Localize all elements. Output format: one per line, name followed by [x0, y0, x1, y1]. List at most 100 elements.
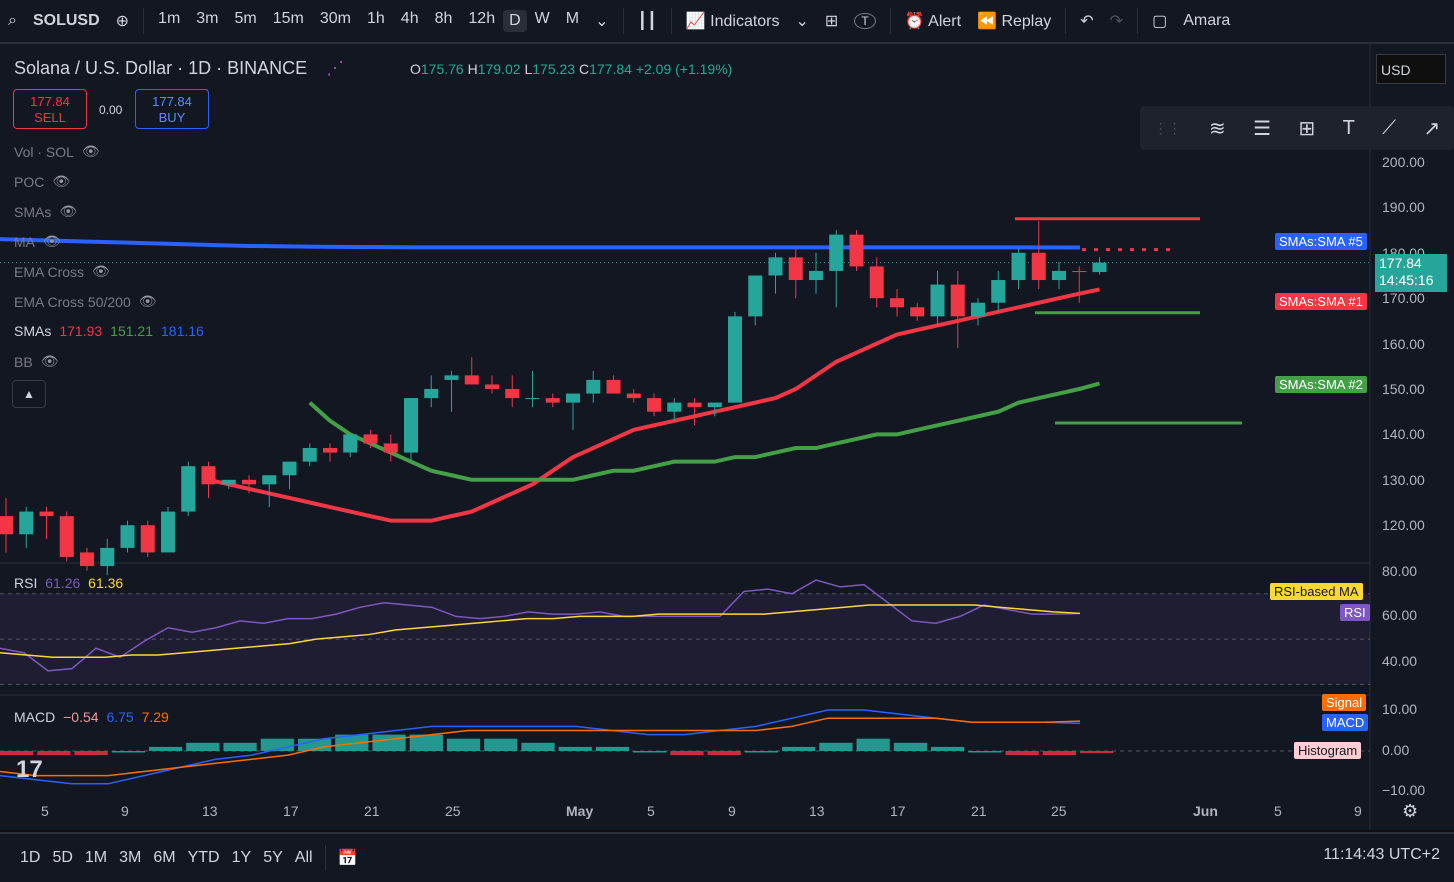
interval-M[interactable]: M [565, 10, 580, 27]
eye-hidden-icon[interactable]: 👁 [43, 233, 61, 249]
candle-body [161, 511, 175, 553]
line-tools-icon[interactable]: ≋ [1209, 117, 1226, 140]
eye-hidden-icon[interactable]: 👁 [92, 263, 110, 279]
candle-body [242, 479, 256, 485]
indicator-legend-row[interactable]: POC 👁 [14, 173, 70, 190]
bb-legend[interactable]: BB 👁 [14, 353, 58, 370]
undo-icon[interactable]: ↶ [1080, 13, 1094, 30]
candle-body [788, 257, 803, 281]
chart-area[interactable] [0, 44, 1454, 830]
collapse-legend-button[interactable]: ▲ [12, 380, 46, 408]
interval-15m[interactable]: 15m [272, 10, 304, 27]
eye-hidden-icon[interactable]: 👁 [59, 203, 78, 219]
candle-body [748, 275, 763, 317]
interval-W[interactable]: W [534, 10, 550, 27]
drag-handle-icon[interactable]: ⋮⋮ [1153, 119, 1182, 136]
indicator-legend-row[interactable]: EMA Cross 👁 [14, 263, 110, 280]
compare-add-icon[interactable]: ⊕ [115, 13, 130, 30]
histogram-bar [670, 751, 704, 756]
eye-hidden-icon[interactable]: 👁 [81, 143, 100, 159]
indicator-label: SMAs [14, 203, 52, 220]
fullscreen-icon[interactable]: ▢ [1152, 13, 1168, 30]
interval-1m[interactable]: 1m [158, 10, 181, 27]
clock[interactable]: 11:14:43 UTC+2 [1323, 846, 1440, 863]
candle-body [728, 316, 742, 403]
histogram-bar [74, 751, 108, 756]
interval-D[interactable]: D [503, 10, 527, 32]
layouts-icon[interactable]: ⊞ [824, 13, 839, 30]
candle-body [505, 389, 520, 399]
interval-3m[interactable]: 3m [196, 10, 219, 27]
sell-button[interactable]: 177.84 SELL [13, 89, 87, 129]
eye-hidden-icon[interactable]: 👁 [138, 293, 157, 309]
date-tick-label: 25 [445, 803, 461, 819]
sma2-value: 151.21 [110, 323, 153, 339]
candle-body [869, 266, 884, 299]
rsi-legend[interactable]: RSI 61.26 61.36 [14, 575, 123, 591]
symbol-search[interactable]: SOLUSD [32, 12, 100, 29]
range-1m[interactable]: 1M [84, 849, 108, 866]
indicator-legend-row[interactable]: EMA Cross 50/200 👁 [14, 293, 157, 310]
replay-button[interactable]: ⏪ Replay [977, 13, 1052, 30]
indicator-legend-row[interactable]: MA 👁 [14, 233, 61, 250]
macd-legend[interactable]: MACD −0.54 6.75 7.29 [14, 709, 169, 725]
range-all[interactable]: All [294, 849, 313, 866]
legend-title-text: Solana / U.S. Dollar · 1D · BINANCE [14, 58, 308, 78]
rsi-line [0, 579, 1081, 672]
interval-5m[interactable]: 5m [234, 10, 257, 27]
currency-selector[interactable]: USD [1376, 54, 1446, 84]
date-tick-label: 17 [283, 803, 299, 819]
range-ytd[interactable]: YTD [187, 849, 220, 866]
buy-button[interactable]: 177.84 BUY [135, 89, 209, 129]
range-1d[interactable]: 1D [20, 849, 41, 866]
smas-legend[interactable]: SMAs 171.93 151.21 181.16 [14, 323, 204, 339]
range-5d[interactable]: 5D [52, 849, 73, 866]
date-tick-label: Jun [1193, 803, 1218, 819]
date-tick-label: 9 [728, 803, 736, 819]
range-6m[interactable]: 6M [153, 849, 176, 866]
tradingview-logo[interactable]: 17 [16, 756, 43, 783]
user-name[interactable]: Amara [1183, 12, 1231, 29]
indicators-dropdown-icon[interactable]: ⌄ [795, 13, 809, 30]
alert-button[interactable]: ⏰ Alert [904, 13, 962, 30]
price-tick-label: 160.00 [1382, 335, 1425, 352]
date-tick-label: 13 [809, 803, 825, 819]
eye-hidden-icon[interactable]: 👁 [52, 173, 71, 189]
histogram-bar [484, 738, 518, 751]
share-icon[interactable]: ⋰ [326, 58, 345, 78]
candle-body [39, 511, 54, 517]
chart-canvas[interactable] [0, 44, 1454, 830]
interval-dropdown-icon[interactable]: ⌄ [595, 13, 609, 30]
indicators-button[interactable]: 📈 Indicators [685, 13, 780, 30]
date-tick-label: 17 [890, 803, 906, 819]
goto-date-icon[interactable]: 📅 [337, 850, 358, 867]
indicator-legend-row[interactable]: Vol · SOL 👁 [14, 143, 100, 160]
redo-icon[interactable]: ↷ [1109, 13, 1124, 30]
range-1y[interactable]: 1Y [231, 849, 252, 866]
histogram-bar [782, 746, 816, 751]
close-key: C [578, 61, 590, 77]
interval-12h[interactable]: 12h [468, 10, 496, 27]
price-tick-label: 200.00 [1382, 154, 1425, 170]
range-3m[interactable]: 3M [119, 849, 142, 866]
text-tool-icon[interactable]: T [1342, 116, 1355, 139]
patterns-icon[interactable]: ⊞ [1298, 117, 1316, 140]
arrow-tool-icon[interactable]: ↗ [1423, 117, 1441, 140]
interval-30m[interactable]: 30m [319, 10, 351, 27]
trend-line-icon[interactable]: ⟋ [1382, 116, 1397, 139]
indicator-legend-row[interactable]: SMAs 👁 [14, 203, 77, 220]
candle-body [464, 375, 479, 385]
price-tick-label: 170.00 [1382, 290, 1425, 307]
indicator-label: POC [14, 173, 45, 190]
range-5y[interactable]: 5Y [263, 849, 283, 866]
search-icon[interactable]: ⌕ [8, 12, 17, 29]
templates-badge[interactable]: T [846, 12, 883, 30]
interval-1h[interactable]: 1h [367, 10, 385, 27]
axis-settings-icon[interactable]: ⚙ [1402, 801, 1419, 821]
candles-type-icon[interactable]: ┃┃ [637, 13, 657, 30]
interval-8h[interactable]: 8h [434, 10, 453, 27]
symbol-legend-title[interactable]: Solana / U.S. Dollar · 1D · BINANCE ⋰ [14, 58, 344, 79]
fib-tools-icon[interactable]: ☰ [1253, 117, 1272, 140]
interval-4h[interactable]: 4h [400, 10, 419, 27]
eye-hidden-icon[interactable]: 👁 [40, 353, 59, 369]
